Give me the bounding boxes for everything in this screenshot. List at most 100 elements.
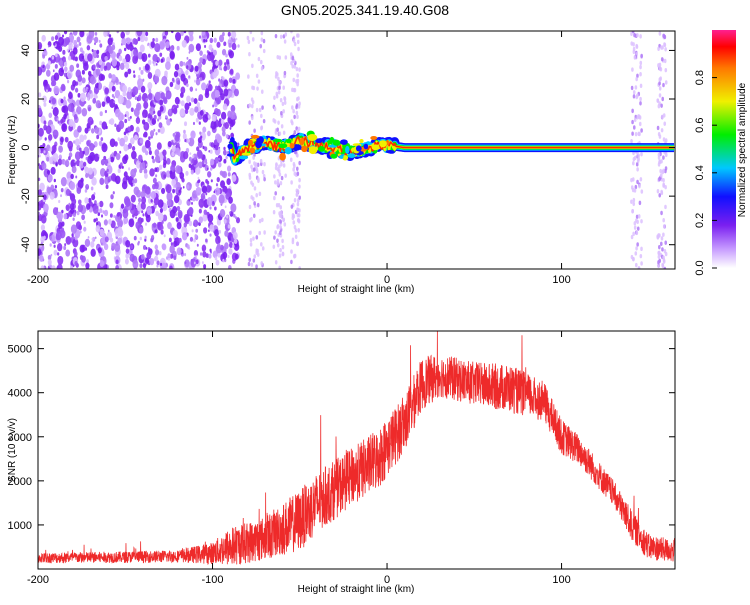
spectrogram-cell: [193, 219, 199, 228]
spectrogram-cell: [294, 234, 298, 240]
spectrogram-cell: [195, 43, 202, 52]
spectrogram-cell: [58, 222, 63, 230]
spectrogram-cell: [144, 139, 151, 149]
spectrogram-cell: [119, 81, 122, 85]
spectrogram-cell: [57, 158, 63, 166]
spectrogram-cell: [198, 208, 202, 214]
spectrogram-cell: [67, 140, 74, 150]
colorbar-tick-label: 0.4: [694, 165, 706, 180]
spectrogram-cell: [638, 183, 641, 189]
x-tick-label: -200: [27, 574, 49, 586]
spectrogram-cell: [181, 177, 185, 183]
spectrogram-cell: [214, 229, 220, 237]
spectrogram-cell: [111, 85, 116, 92]
spectrogram-cell: [133, 134, 138, 141]
spectrogram-cell: [277, 90, 281, 95]
spectrogram-cell: [663, 58, 667, 64]
spectrogram-cell: [94, 236, 97, 240]
spectrogram-cell: [122, 58, 127, 65]
spectrogram-cell: [132, 213, 135, 218]
spectrogram-cell: [249, 238, 253, 243]
spectrogram-cell: [47, 60, 52, 66]
spectrogram-ridge-blob: [301, 145, 308, 153]
spectrogram-cell: [657, 162, 661, 167]
spectrogram-cell: [89, 89, 92, 94]
spectrogram-cell: [639, 34, 642, 39]
spectrogram-cell: [227, 254, 230, 259]
spectrogram-cell: [196, 243, 199, 247]
spectrogram-cell: [84, 100, 87, 104]
spectrogram-cell: [107, 37, 113, 46]
spectrogram-cell: [93, 93, 98, 100]
spectrogram-cell: [660, 189, 663, 195]
spectrogram-cell: [74, 151, 81, 161]
spectrogram-cell: [60, 136, 64, 143]
spectrogram-cell: [179, 60, 184, 67]
spectrogram-cell: [145, 257, 150, 264]
spectrogram-cell: [209, 158, 215, 166]
spectrogram-cell: [158, 122, 163, 129]
spectrogram-cell: [161, 187, 166, 195]
spectrogram-cell: [184, 253, 187, 257]
spectrogram-cell: [88, 81, 91, 85]
spectrogram-cell: [258, 218, 262, 224]
spectrogram-cell: [146, 207, 152, 216]
spectrogram-cell: [74, 261, 78, 266]
spectrogram-cell: [169, 209, 176, 219]
spectrogram-cell: [156, 260, 160, 266]
spectrogram-cell: [169, 50, 175, 59]
spectrogram-cell: [91, 177, 97, 186]
spectrogram-cell: [201, 82, 207, 91]
spectrogram-cell: [91, 49, 94, 52]
spectrogram-cell: [117, 168, 121, 174]
spectrogram-cell: [60, 83, 66, 92]
spectrogram-cell: [663, 42, 666, 47]
spectrogram-cell: [185, 70, 189, 76]
spectrogram-cell: [79, 254, 84, 261]
spectrogram-cell: [215, 85, 218, 90]
spectrogram-cell: [278, 55, 282, 60]
spectrogram-cell: [115, 259, 119, 265]
spectrogram-cell: [199, 50, 203, 56]
spectrogram-cell: [81, 214, 85, 221]
spectrogram-cell: [147, 43, 150, 47]
spectrogram-cell: [135, 189, 142, 198]
spectrogram-cell: [170, 164, 176, 173]
spectrogram-cell: [66, 48, 69, 52]
spectrogram-cell: [636, 219, 639, 225]
spectrogram-cell: [188, 75, 191, 79]
spectrogram-cell: [46, 156, 50, 162]
spectrogram-cell: [214, 206, 217, 211]
spectrogram-cell: [175, 182, 181, 191]
spectrogram-cell: [135, 216, 137, 220]
spectrogram-cell: [207, 130, 211, 137]
spectrogram-ridge-blob: [307, 133, 318, 142]
spectrogram-cell: [86, 33, 89, 37]
spectrogram-cell: [223, 219, 227, 224]
spectrogram-cell: [85, 172, 89, 179]
spectrogram-cell: [292, 109, 295, 114]
spectrogram-cell: [262, 173, 266, 179]
x-tick-label: 0: [384, 274, 390, 286]
spectrogram-cell: [276, 179, 280, 184]
snr-ylabel: SNR (10 * v/v): [7, 418, 18, 482]
spectrogram-cell: [220, 118, 225, 125]
spectrogram-cell: [152, 60, 155, 64]
spectrogram-cell: [127, 116, 131, 122]
spectrogram-cell: [116, 212, 120, 217]
spectrogram-cell: [151, 234, 155, 239]
spectrogram-cell: [141, 119, 146, 125]
spectrogram-cell: [39, 182, 45, 192]
spectrogram-cell: [92, 37, 95, 41]
spectrogram-cell: [235, 37, 238, 41]
spectrogram-cell: [159, 99, 164, 106]
x-tick-label: -100: [202, 274, 224, 286]
y-tick-label: 0: [20, 145, 32, 151]
spectrogram-cell: [176, 143, 180, 148]
spectrogram-cell: [273, 235, 276, 240]
spectrogram-cell: [298, 160, 301, 166]
spectrogram-cell: [221, 171, 226, 178]
spectrogram-cell: [190, 258, 197, 268]
spectrogram-cell: [661, 96, 665, 102]
spectrogram-cell: [261, 217, 264, 223]
